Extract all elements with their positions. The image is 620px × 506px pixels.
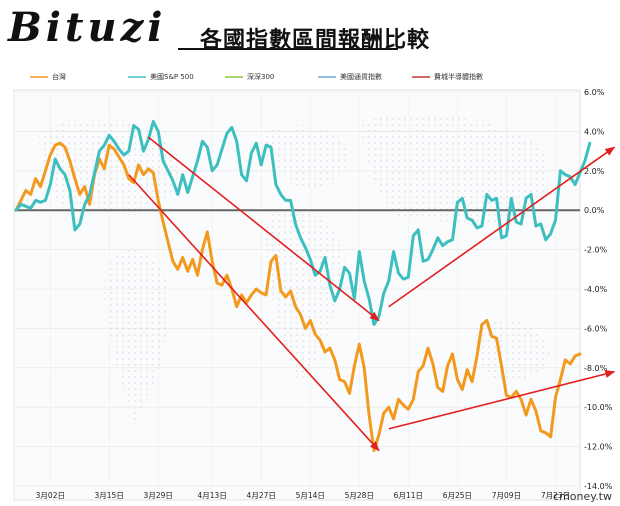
legend-label: 美國通貨指數: [340, 72, 382, 81]
x-tick-label: 5月28日: [345, 491, 374, 500]
series-line-taiwan: [14, 141, 582, 452]
y-tick-label: 0.0%: [584, 206, 605, 215]
chart: 6.0% 4.0% 2.0% 0.0% -2.0% -4.0% -6.0% -8.0% -10.…: [13, 72, 616, 501]
legend-label: 台灣: [52, 72, 66, 81]
x-tick-label: 3月29日: [144, 491, 173, 500]
y-tick-label: 6.0%: [584, 88, 605, 97]
x-tick-label: 3月15日: [95, 491, 124, 500]
x-tick-label: 6月25日: [443, 491, 472, 500]
trend-arrows: [128, 136, 616, 452]
y-tick-label: 2.0%: [584, 167, 605, 176]
watermark: cmoney.tw: [553, 490, 612, 503]
y-tick-label: 4.0%: [584, 127, 605, 136]
legend-item-taiwan: 台灣: [30, 72, 66, 81]
legend-label: 費城半導體指數: [434, 72, 483, 81]
x-tick-label: 4月27日: [247, 491, 276, 500]
y-tick-label: -2.0%: [584, 246, 608, 255]
y-tick-label: -6.0%: [584, 324, 608, 333]
header: Bituzi 各國指數區間報酬比較: [0, 0, 620, 62]
y-tick-label: -4.0%: [584, 285, 608, 294]
trend-arrow: [388, 146, 616, 308]
grid: [16, 91, 580, 487]
legend-item-us-bond: 美國通貨指數: [318, 72, 382, 81]
world-map-backdrop: [39, 115, 550, 422]
x-tick-label: 6月11日: [394, 491, 423, 500]
title-underline: [178, 48, 398, 50]
x-tick-label: 7月09日: [492, 491, 521, 500]
y-tick-label: -8.0%: [584, 364, 608, 373]
legend-item-shenzhen: 深深300: [225, 72, 274, 81]
legend-item-sox: 費城半導體指數: [412, 72, 483, 81]
y-tick-label: -14.0%: [584, 482, 613, 491]
trend-arrow: [147, 136, 380, 322]
x-tick-label: 4月13日: [198, 491, 227, 500]
series-line-sp500: [14, 120, 592, 326]
y-tick-label: -12.0%: [584, 443, 613, 452]
trend-arrow: [388, 370, 616, 430]
trend-arrow: [128, 174, 380, 452]
axes: 6.0% 4.0% 2.0% 0.0% -2.0% -4.0% -6.0% -8.0% -10.…: [16, 88, 613, 500]
x-tick-label: 5月14日: [296, 491, 325, 500]
x-tick-label: 7月23日: [541, 491, 570, 500]
series: [14, 120, 592, 452]
brand-logo: Bituzi: [8, 4, 167, 51]
legend-label: 深深300: [247, 72, 274, 81]
y-tick-label: -10.0%: [584, 403, 613, 412]
legend-item-sp500: 美國S&P 500: [128, 72, 194, 81]
legend-label: 美國S&P 500: [150, 72, 194, 81]
legend: 台灣 美國S&P 500 深深300 美國通貨指數 費城半導體指數: [30, 72, 483, 81]
x-tick-label: 3月02日: [36, 491, 65, 500]
